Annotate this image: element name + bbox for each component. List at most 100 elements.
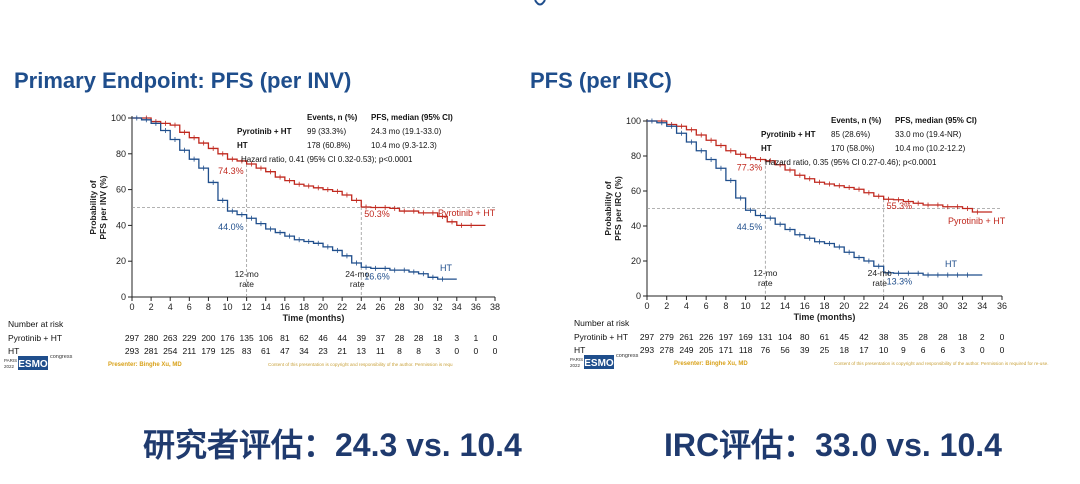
risk-count: 46: [318, 333, 328, 343]
risk-count: 80: [800, 332, 810, 342]
stats-header-events: Events, n (%): [307, 113, 358, 122]
stats-median-pfs: 10.4 mo (9.3-12.3): [371, 141, 437, 150]
x-tick-label: 28: [918, 301, 928, 311]
landmark-label: rate: [350, 279, 365, 289]
risk-count: 104: [778, 332, 792, 342]
stats-events: 178 (60.8%): [307, 141, 351, 150]
landmark-rate-label: 77.3%: [737, 163, 763, 173]
x-tick-label: 10: [741, 301, 751, 311]
risk-count: 28: [414, 333, 424, 343]
risk-count: 211: [183, 346, 197, 356]
risk-count: 8: [397, 346, 402, 356]
risk-count: 13: [357, 346, 367, 356]
risk-count: 226: [699, 332, 713, 342]
ht-curve: [132, 117, 457, 280]
y-tick-label: 20: [631, 256, 641, 266]
pyrotinib-ht-curve: [647, 120, 993, 213]
risk-count: 11: [376, 346, 385, 356]
x-tick-label: 22: [337, 302, 347, 312]
risk-count: 28: [395, 333, 405, 343]
logo-city: PARIS: [570, 357, 583, 362]
y-axis-label: Probability ofPFS per INV (%): [88, 175, 108, 239]
risk-count: 229: [182, 333, 196, 343]
risk-count: 21: [337, 346, 347, 356]
risk-count: 278: [660, 345, 674, 355]
x-tick-label: 4: [168, 302, 173, 312]
pyrotinib-curve-label: Pyrotinib + HT: [438, 208, 496, 218]
risk-count: 56: [780, 345, 790, 355]
risk-count: 45: [839, 332, 849, 342]
risk-count: 0: [474, 346, 479, 356]
y-axis-label-line: Probability of: [603, 181, 613, 235]
x-tick-label: 30: [414, 302, 424, 312]
landmark-label: 24-mo: [868, 268, 892, 278]
risk-count: 106: [259, 333, 273, 343]
esmo-logo-box: [584, 355, 614, 369]
risk-count: 281: [144, 346, 158, 356]
y-axis-label-line: PFS per INV (%): [98, 175, 108, 239]
landmark-rate-label: 55.3%: [887, 201, 913, 211]
stats-events: 170 (58.0%): [831, 144, 875, 153]
risk-count: 17: [859, 345, 869, 355]
x-tick-label: 20: [839, 301, 849, 311]
hazard-ratio: Hazard ratio, 0.41 (95% CI 0.32-0.53); p…: [241, 155, 413, 164]
risk-count: 0: [454, 346, 459, 356]
x-tick-label: 28: [394, 302, 404, 312]
x-tick-label: 26: [375, 302, 385, 312]
risk-count: 62: [299, 333, 309, 343]
stats-arm-name: Pyrotinib + HT: [237, 127, 292, 136]
risk-count: 18: [839, 345, 849, 355]
y-tick-label: 0: [636, 291, 641, 301]
x-tick-label: 24: [879, 301, 889, 311]
x-tick-label: 24: [356, 302, 366, 312]
risk-count: 25: [820, 345, 830, 355]
slide-top-fragment: [534, 0, 546, 6]
x-tick-label: 8: [723, 301, 728, 311]
risk-count: 10: [879, 345, 889, 355]
x-tick-label: 0: [129, 302, 134, 312]
risk-row-label: Pyrotinib + HT: [8, 333, 62, 343]
ht-curve-label: HT: [945, 259, 957, 269]
x-tick-label: 12: [242, 302, 252, 312]
risk-count: 0: [493, 346, 498, 356]
risk-count: 44: [337, 333, 347, 343]
risk-count: 1: [474, 333, 479, 343]
esmo-logo-box: [18, 356, 48, 370]
landmark-rate-label: 74.3%: [218, 166, 244, 176]
presenter-line: Presenter: Binghe Xu, MD: [674, 361, 748, 367]
landmark-label: 12-mo: [235, 269, 259, 279]
risk-count: 200: [201, 333, 215, 343]
x-tick-label: 16: [280, 302, 290, 312]
x-tick-label: 18: [299, 302, 309, 312]
x-tick-label: 4: [684, 301, 689, 311]
risk-row-label: HT: [574, 345, 585, 355]
ht-curve-label: HT: [440, 263, 452, 273]
landmark-label: rate: [239, 279, 254, 289]
logo-year: 2022: [570, 363, 581, 368]
stats-events: 99 (33.3%): [307, 127, 346, 136]
esmo-logo-text: ESMO: [18, 359, 48, 370]
y-axis-label: Probability ofPFS per IRC (%): [603, 176, 623, 241]
stats-arm-name: HT: [761, 144, 772, 153]
logo-suffix: congress: [616, 353, 639, 359]
logo-year: 2022: [4, 364, 15, 369]
stats-arm-name: HT: [237, 141, 248, 150]
risk-count: 293: [640, 345, 654, 355]
stats-events: 85 (28.6%): [831, 130, 870, 139]
risk-count: 297: [125, 333, 139, 343]
ht-curve: [647, 120, 983, 276]
risk-count: 6: [921, 345, 926, 355]
risk-count: 3: [435, 346, 440, 356]
landmark-rate-label: 50.3%: [364, 209, 390, 219]
risk-count: 18: [958, 332, 968, 342]
risk-count: 0: [980, 345, 985, 355]
risk-count: 76: [761, 345, 771, 355]
x-tick-label: 14: [780, 301, 790, 311]
risk-count: 169: [739, 332, 753, 342]
x-tick-label: 30: [938, 301, 948, 311]
x-tick-label: 18: [819, 301, 829, 311]
risk-count: 293: [125, 346, 139, 356]
logo-city: PARIS: [4, 358, 17, 363]
y-axis-label-line: PFS per IRC (%): [613, 176, 623, 241]
risk-count: 0: [1000, 345, 1005, 355]
